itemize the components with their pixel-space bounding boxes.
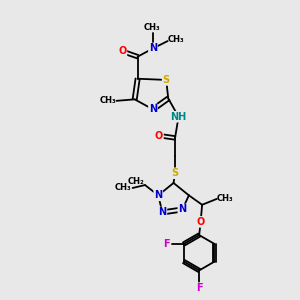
Text: CH₃: CH₃ bbox=[100, 96, 116, 105]
Text: F: F bbox=[196, 283, 202, 293]
Text: S: S bbox=[163, 75, 170, 85]
Text: N: N bbox=[149, 44, 157, 53]
Text: N: N bbox=[178, 205, 187, 214]
Text: CH₂: CH₂ bbox=[127, 177, 144, 186]
Text: N: N bbox=[154, 190, 162, 200]
Text: S: S bbox=[172, 168, 178, 178]
Text: CH₃: CH₃ bbox=[217, 194, 233, 203]
Text: F: F bbox=[163, 239, 169, 249]
Text: O: O bbox=[155, 130, 163, 141]
Text: N: N bbox=[158, 207, 166, 218]
Text: CH₃: CH₃ bbox=[115, 184, 131, 193]
Text: O: O bbox=[196, 217, 205, 227]
Text: CH₃: CH₃ bbox=[168, 35, 184, 44]
Text: CH₃: CH₃ bbox=[143, 23, 160, 32]
Text: NH: NH bbox=[170, 112, 187, 122]
Text: N: N bbox=[149, 104, 157, 114]
Text: O: O bbox=[118, 46, 126, 56]
